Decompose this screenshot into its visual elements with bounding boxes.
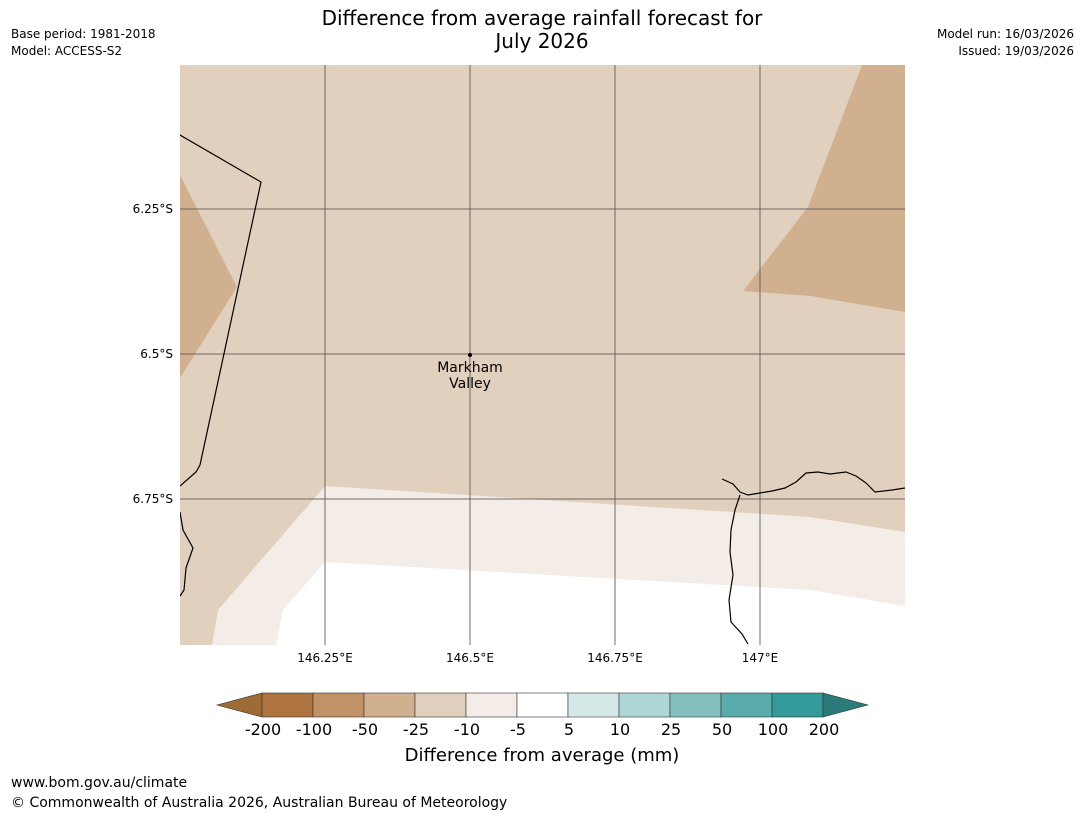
lon-label: 146.5°E: [446, 651, 494, 665]
place-line-2: Valley: [449, 376, 491, 392]
lon-label: 146.25°E: [297, 651, 353, 665]
rainfall-band-minus25-50-west: [180, 175, 237, 378]
colorbar-swatch: [465, 692, 518, 718]
colorbar-extend-high: [822, 692, 870, 718]
colorbar-tick-label: -200: [244, 720, 282, 739]
footer-url[interactable]: www.bom.gov.au/climate: [11, 775, 188, 791]
colorbar-swatch: [363, 692, 416, 718]
issued-date: Issued: 19/03/2026: [958, 44, 1074, 58]
place-line-1: Markham: [437, 360, 503, 376]
rainfall-band-near-average: [276, 562, 905, 645]
rainfall-band-minus25-50-east: [743, 65, 905, 312]
markham-valley-marker[interactable]: [468, 353, 472, 357]
colorbar-swatch: [669, 692, 722, 718]
province-boundary-lower: [180, 511, 194, 597]
lat-label: 6.75°S: [132, 492, 173, 506]
title-line-1: Difference from average rainfall forecas…: [321, 6, 763, 30]
model-name: Model: ACCESS-S2: [11, 44, 123, 58]
colorbar-tick-label: 50: [711, 720, 733, 739]
colorbar-swatch: [771, 692, 824, 718]
colorbar-swatch: [414, 692, 467, 718]
lon-label: 147°E: [741, 651, 779, 665]
boundary-lines: [180, 134, 905, 645]
colorbar-tick-label: 10: [609, 720, 631, 739]
colorbar-tick-label: -5: [510, 720, 526, 739]
title-line-2: July 2026: [495, 29, 589, 53]
model-run: Model run: 16/03/2026: [936, 27, 1074, 41]
colorbar-tick-label: -25: [402, 720, 430, 739]
colorbar-swatch: [312, 692, 365, 718]
place-label-markham-valley: Markham Valley: [410, 360, 530, 392]
colorbar-extend-low: [215, 692, 263, 718]
colorbar: [215, 692, 870, 718]
map-title: Difference from average rainfall forecas…: [242, 7, 842, 53]
base-period: Base period: 1981-2018: [11, 27, 156, 41]
colorbar-tick-label: 5: [563, 720, 575, 739]
footer-copyright: © Commonwealth of Australia 2026, Austra…: [11, 795, 508, 811]
colorbar-tick-label: -10: [453, 720, 481, 739]
colorbar-tick-label: 200: [808, 720, 840, 739]
lat-label: 6.5°S: [140, 347, 173, 361]
lon-label: 146.75°E: [587, 651, 643, 665]
colorbar-swatch: [567, 692, 620, 718]
colorbar-title: Difference from average (mm): [404, 745, 680, 766]
colorbar-swatch: [720, 692, 773, 718]
colorbar-tick-label: 25: [660, 720, 682, 739]
lat-label: 6.25°S: [132, 202, 173, 216]
colorbar-swatch: [261, 692, 314, 718]
meta-right: Model run: 16/03/2026 Issued: 19/03/2026: [937, 26, 1074, 60]
colorbar-tick-label: 100: [757, 720, 789, 739]
colorbar-swatch: [618, 692, 671, 718]
coastline: [721, 471, 905, 496]
meta-left: Base period: 1981-2018 Model: ACCESS-S2: [11, 26, 156, 60]
colorbar-swatch: [516, 692, 569, 718]
map-area[interactable]: [180, 65, 905, 645]
province-boundary: [180, 134, 262, 487]
colorbar-tick-label: -50: [351, 720, 379, 739]
river-line: [728, 494, 749, 645]
colorbar-tick-label: -100: [295, 720, 333, 739]
